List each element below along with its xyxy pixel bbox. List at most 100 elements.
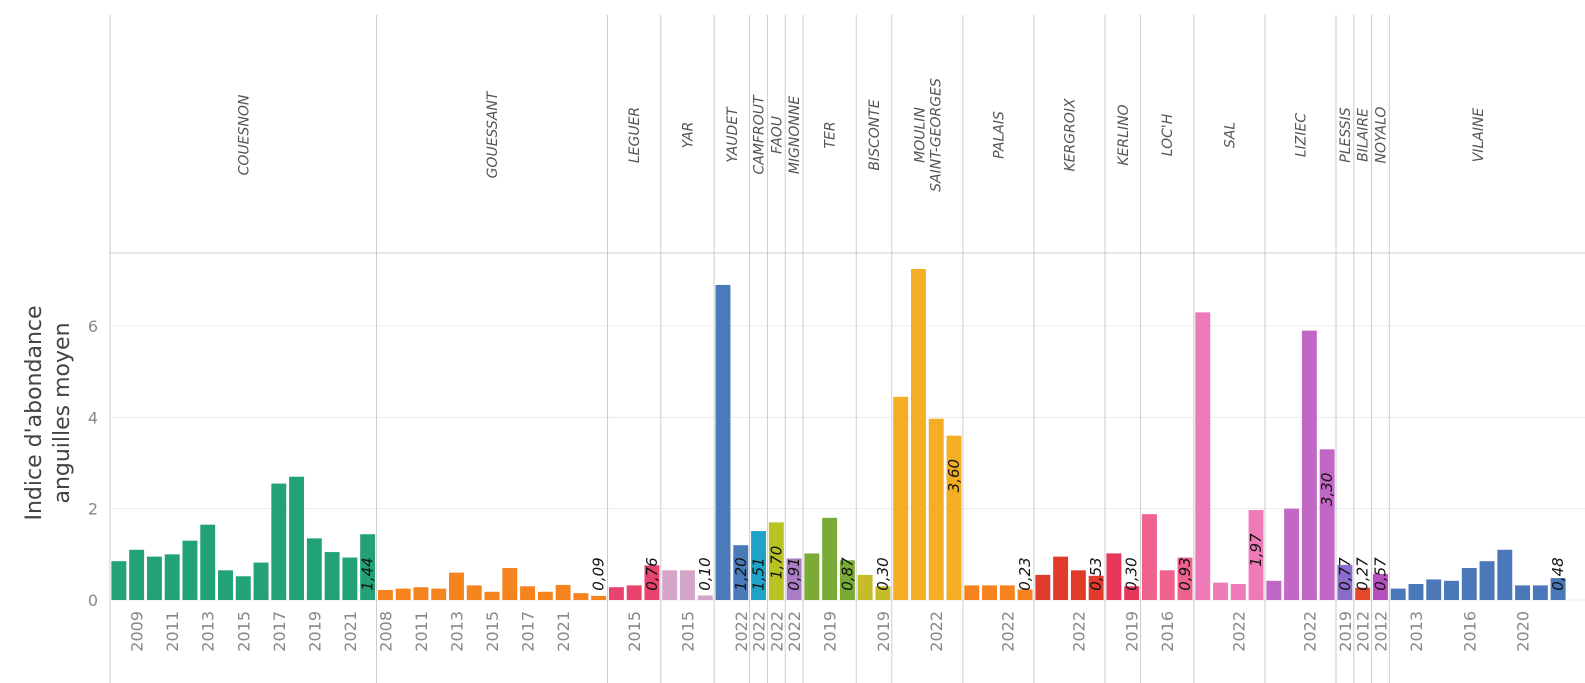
x-tick: 2017 <box>519 611 538 652</box>
y-tick-label: 6 <box>88 317 98 336</box>
x-tick: 2019 <box>821 611 840 652</box>
bar <box>928 418 944 600</box>
bar <box>146 556 162 600</box>
x-tick-label: 2013 <box>1407 611 1426 652</box>
bar <box>1141 514 1157 600</box>
bar <box>697 595 713 600</box>
x-tick: 2022 <box>998 611 1017 652</box>
x-tick-label: 2015 <box>678 611 697 652</box>
x-tick: 2022 <box>767 611 786 652</box>
bar <box>680 570 695 600</box>
value-label: 0,93 <box>1176 557 1194 590</box>
value-label-text: 0,48 <box>1549 557 1567 590</box>
facet-title: SAL <box>1222 122 1238 148</box>
facet-title-text: BISCONTE <box>867 99 883 170</box>
x-tick-label: 2019 <box>874 611 893 652</box>
x-tick-label: 2017 <box>270 611 289 652</box>
value-label: 0,91 <box>785 557 803 590</box>
bar <box>751 531 767 600</box>
x-tick: 2022 <box>1300 611 1319 652</box>
value-label-text: 0,09 <box>590 557 608 590</box>
bar <box>395 588 411 600</box>
value-label: 0,09 <box>590 557 608 590</box>
bar <box>786 558 802 600</box>
x-tick: 2022 <box>1229 611 1248 652</box>
value-label-text: 0,76 <box>643 557 661 590</box>
facet-title: YAUDET <box>725 106 741 163</box>
value-label: 0,77 <box>1336 557 1354 591</box>
facet-title-text: LEGUER <box>627 107 643 163</box>
facet-title-text: MOULINSAINT-GEORGES <box>912 78 944 192</box>
x-tick-label: 2016 <box>1460 611 1479 652</box>
bar <box>591 595 607 600</box>
bar <box>644 565 660 600</box>
x-tick-label: 2013 <box>199 611 218 652</box>
facet-title-text: YAR <box>680 122 696 149</box>
bar <box>804 553 820 600</box>
bar <box>1017 589 1033 600</box>
bar <box>1337 564 1353 600</box>
y-title-line: anguilles moyen <box>50 322 75 503</box>
bar <box>608 587 624 600</box>
facet-title-text: CAMFROUT <box>752 94 768 174</box>
value-label: 1,97 <box>1247 533 1265 567</box>
bar <box>200 524 216 600</box>
x-tick: 2015 <box>678 611 697 652</box>
bar <box>1515 585 1531 600</box>
x-tick-label: 2013 <box>447 611 466 652</box>
bar <box>484 591 500 600</box>
value-label-text: 0,93 <box>1176 557 1194 590</box>
value-label-text: 3,60 <box>945 459 963 492</box>
bar <box>1248 510 1264 600</box>
bar <box>1497 549 1513 600</box>
value-label: 0,27 <box>1354 557 1372 591</box>
facet-title: YAR <box>680 122 696 149</box>
x-tick: 2022 <box>927 611 946 652</box>
x-tick: 2015 <box>625 611 644 652</box>
x-tick: 2011 <box>412 611 431 652</box>
x-tick: 2019 <box>874 611 893 652</box>
facet-title: NOYALO <box>1373 107 1389 164</box>
bar <box>1426 579 1442 600</box>
value-label: 0,30 <box>1123 557 1141 590</box>
bar <box>1408 584 1424 600</box>
x-tick: 2022 <box>750 611 769 652</box>
bar <box>662 570 678 600</box>
value-label-text: 1,20 <box>732 557 750 590</box>
facet-title: TER <box>823 121 839 148</box>
x-tick: 2019 <box>1336 611 1355 652</box>
bar <box>733 545 749 600</box>
value-label: 0,57 <box>1371 557 1389 591</box>
value-label-text: 0,23 <box>1016 557 1034 590</box>
bar <box>289 476 305 600</box>
bar <box>1230 584 1246 600</box>
bar <box>306 538 322 600</box>
value-label-text: 0,87 <box>838 557 856 591</box>
bar <box>182 540 198 600</box>
facet-title: KERLINO <box>1116 104 1132 165</box>
facet-title-text: VILAINE <box>1471 108 1487 163</box>
bar <box>449 572 464 600</box>
x-tick: 2021 <box>554 611 573 652</box>
value-label-text: 0,27 <box>1354 557 1372 591</box>
bar <box>1106 553 1122 600</box>
x-tick-label: 2022 <box>1229 611 1248 652</box>
y-tick-label: 2 <box>88 500 98 519</box>
bar <box>1550 578 1566 600</box>
facet-title-text: LOC'H <box>1160 113 1176 156</box>
x-tick: 2013 <box>199 611 218 652</box>
x-tick-label: 2019 <box>1336 611 1355 652</box>
bar <box>1390 588 1406 600</box>
bar <box>1266 580 1282 600</box>
value-label: 0,53 <box>1087 557 1105 590</box>
facet-title-text: TER <box>823 121 839 148</box>
bar <box>502 568 518 600</box>
bar <box>1444 580 1459 600</box>
x-tick: 2012 <box>1354 611 1373 652</box>
value-label: 3,30 <box>1318 473 1336 506</box>
x-tick-label: 2022 <box>750 611 769 652</box>
bar <box>235 576 251 600</box>
bar <box>1159 570 1175 600</box>
x-tick-label: 2022 <box>785 611 804 652</box>
y-tick-label: 0 <box>88 591 98 610</box>
